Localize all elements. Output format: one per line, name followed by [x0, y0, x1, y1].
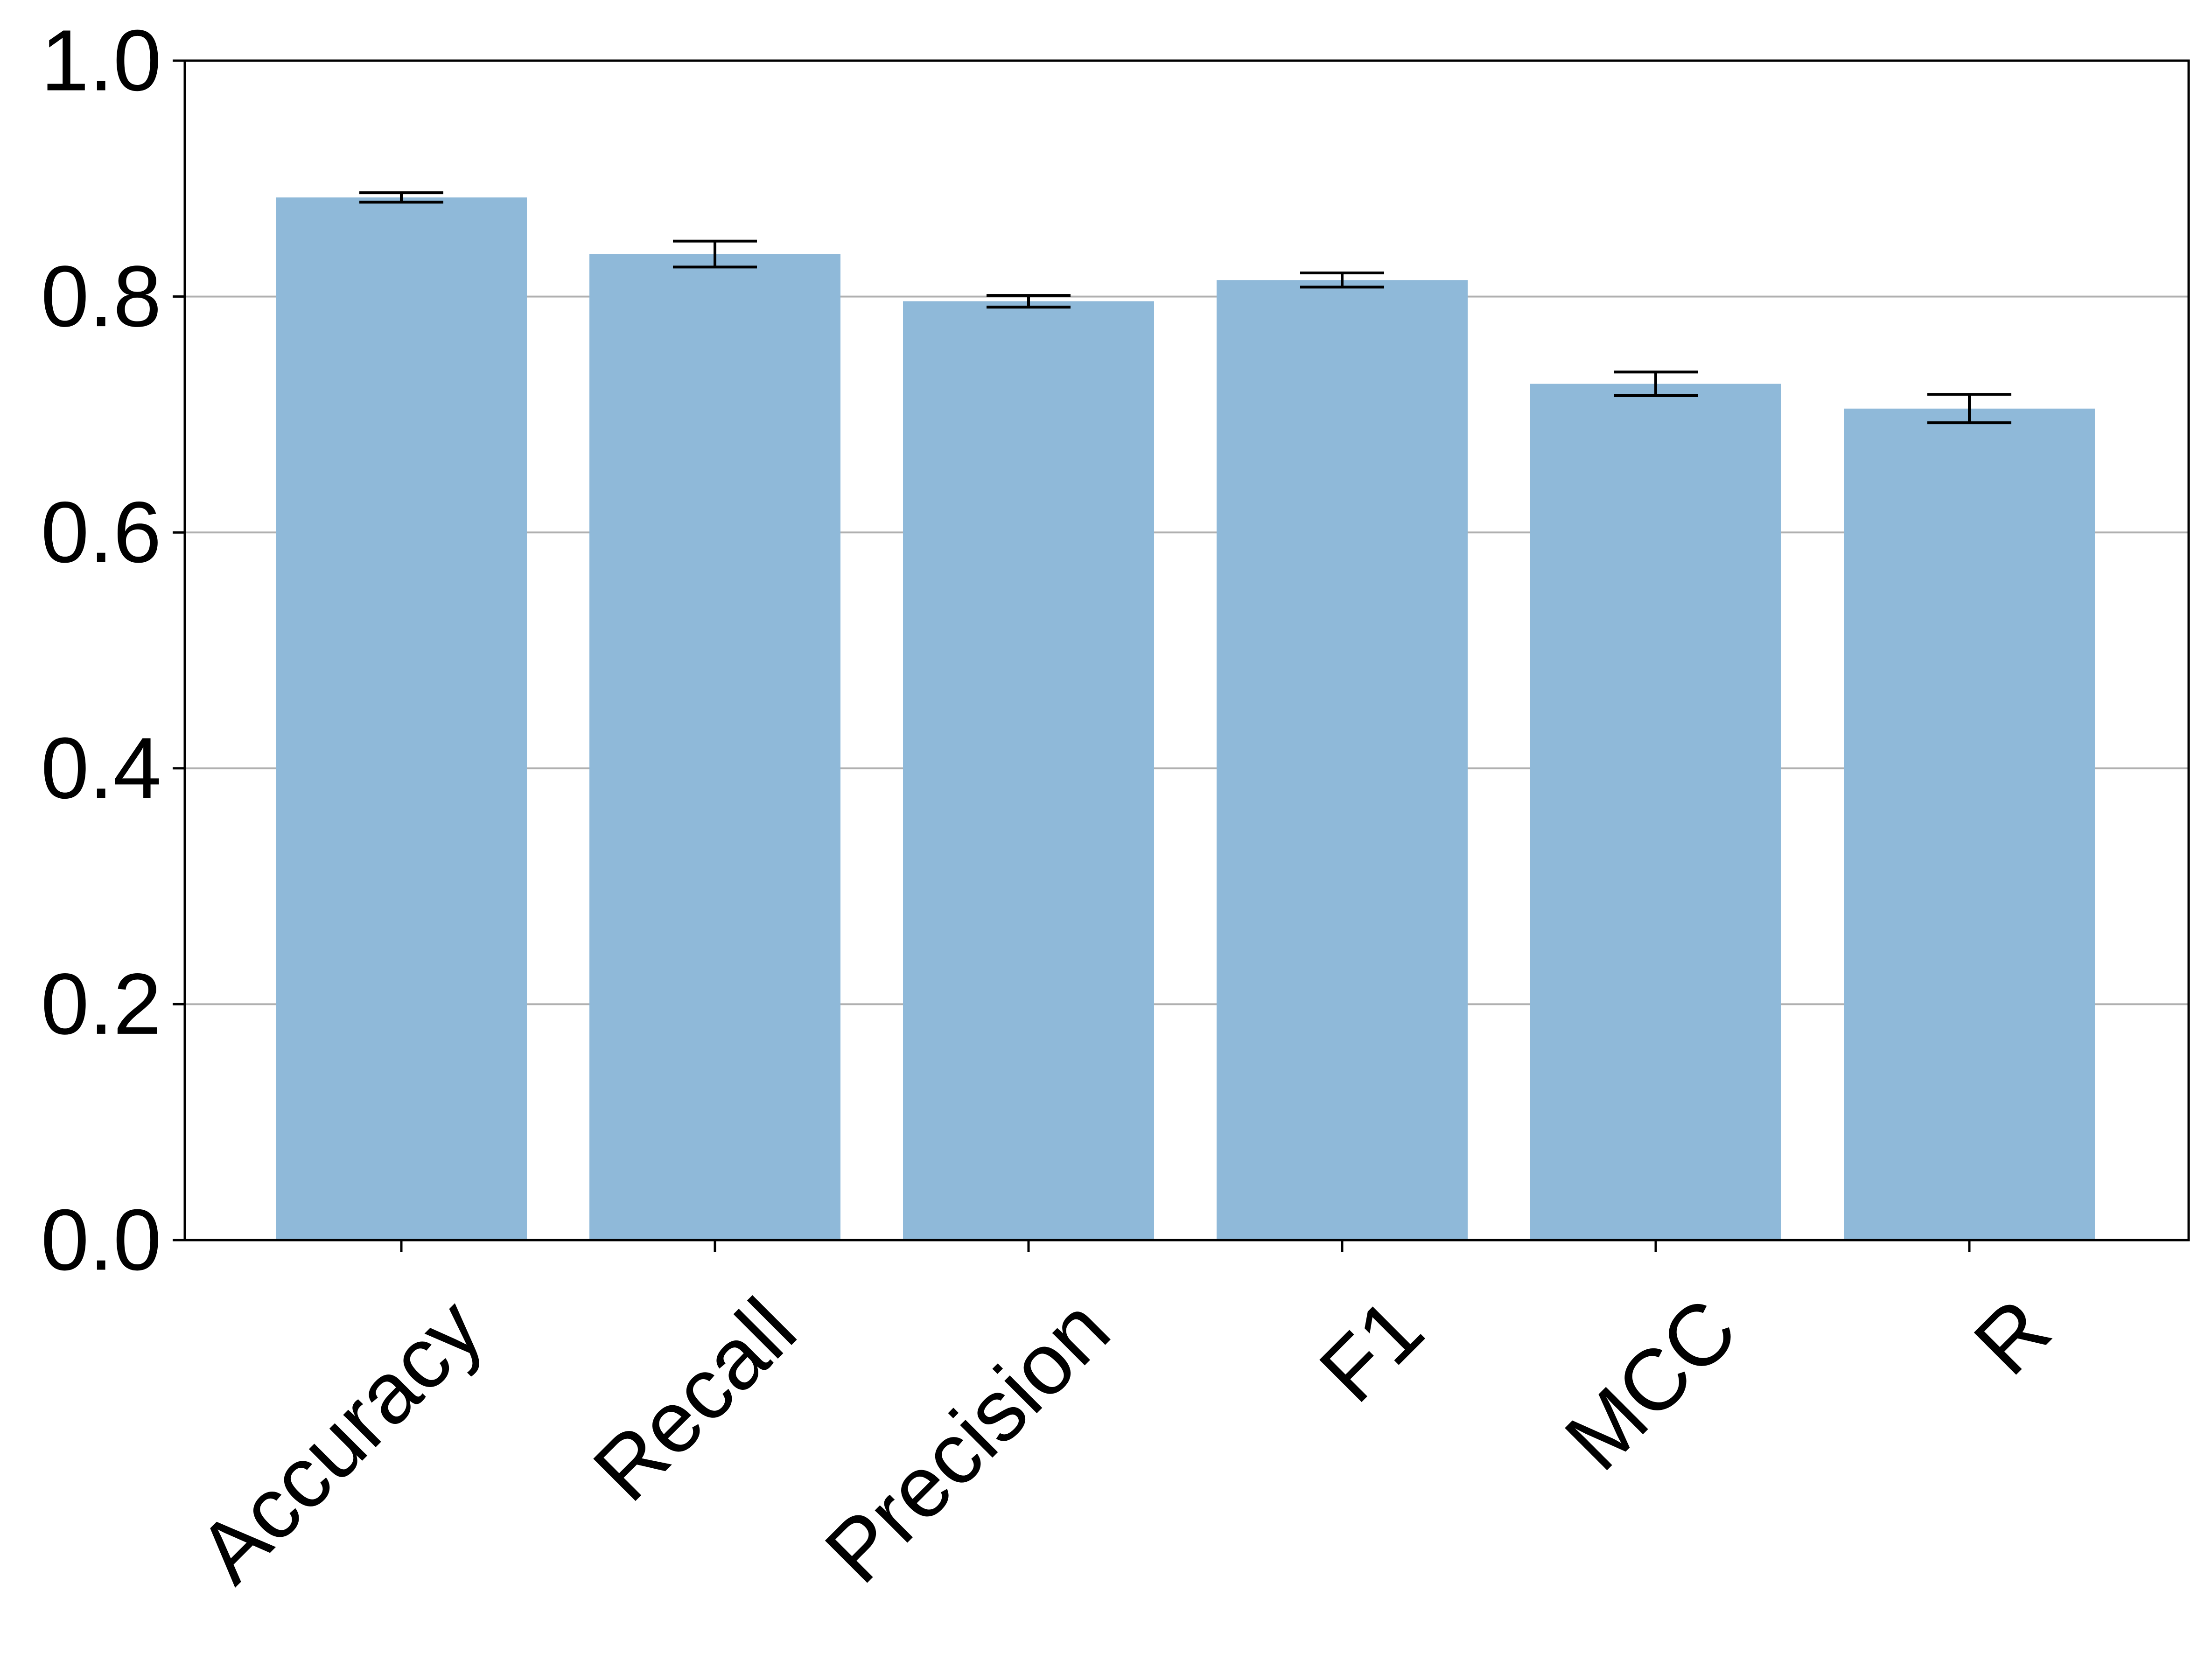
y-tick-label: 0.8 [41, 248, 161, 345]
y-tick-label: 1.0 [41, 13, 161, 109]
y-tick-label: 0.0 [41, 1192, 161, 1289]
x-tick-label-accuracy: Accuracy [180, 1280, 501, 1601]
error-bar-mcc [1614, 370, 1698, 397]
x-tick-label-f1: F1 [1302, 1280, 1442, 1420]
error-bar-accuracy [359, 191, 443, 204]
y-tick-label: 0.2 [41, 956, 161, 1053]
bar-r [1844, 408, 2095, 1240]
error-bar-layer [359, 191, 2011, 425]
x-tick-label-mcc: MCC [1547, 1280, 1755, 1488]
y-tick-label: 0.6 [41, 484, 161, 581]
error-bar-f1 [1300, 272, 1384, 289]
x-tick-label-recall: Recall [575, 1280, 814, 1519]
x-tick-label-r: R [1956, 1280, 2068, 1393]
error-bar-precision [987, 294, 1071, 309]
error-bar-r [1927, 393, 2011, 425]
x-tick-label-precision: Precision [807, 1280, 1127, 1601]
bar-precision [903, 301, 1154, 1241]
bar-recall [589, 254, 840, 1240]
plot-frame [183, 59, 2190, 1241]
y-axis: 0.0 0.2 0.4 0.6 0.8 1.0 [41, 13, 185, 1289]
bar-layer [276, 197, 2095, 1241]
error-bar-recall [673, 239, 757, 269]
bar-accuracy [276, 197, 527, 1240]
bar-f1 [1217, 280, 1468, 1240]
y-tick-label: 0.4 [41, 720, 161, 816]
bar-mcc [1530, 384, 1781, 1240]
